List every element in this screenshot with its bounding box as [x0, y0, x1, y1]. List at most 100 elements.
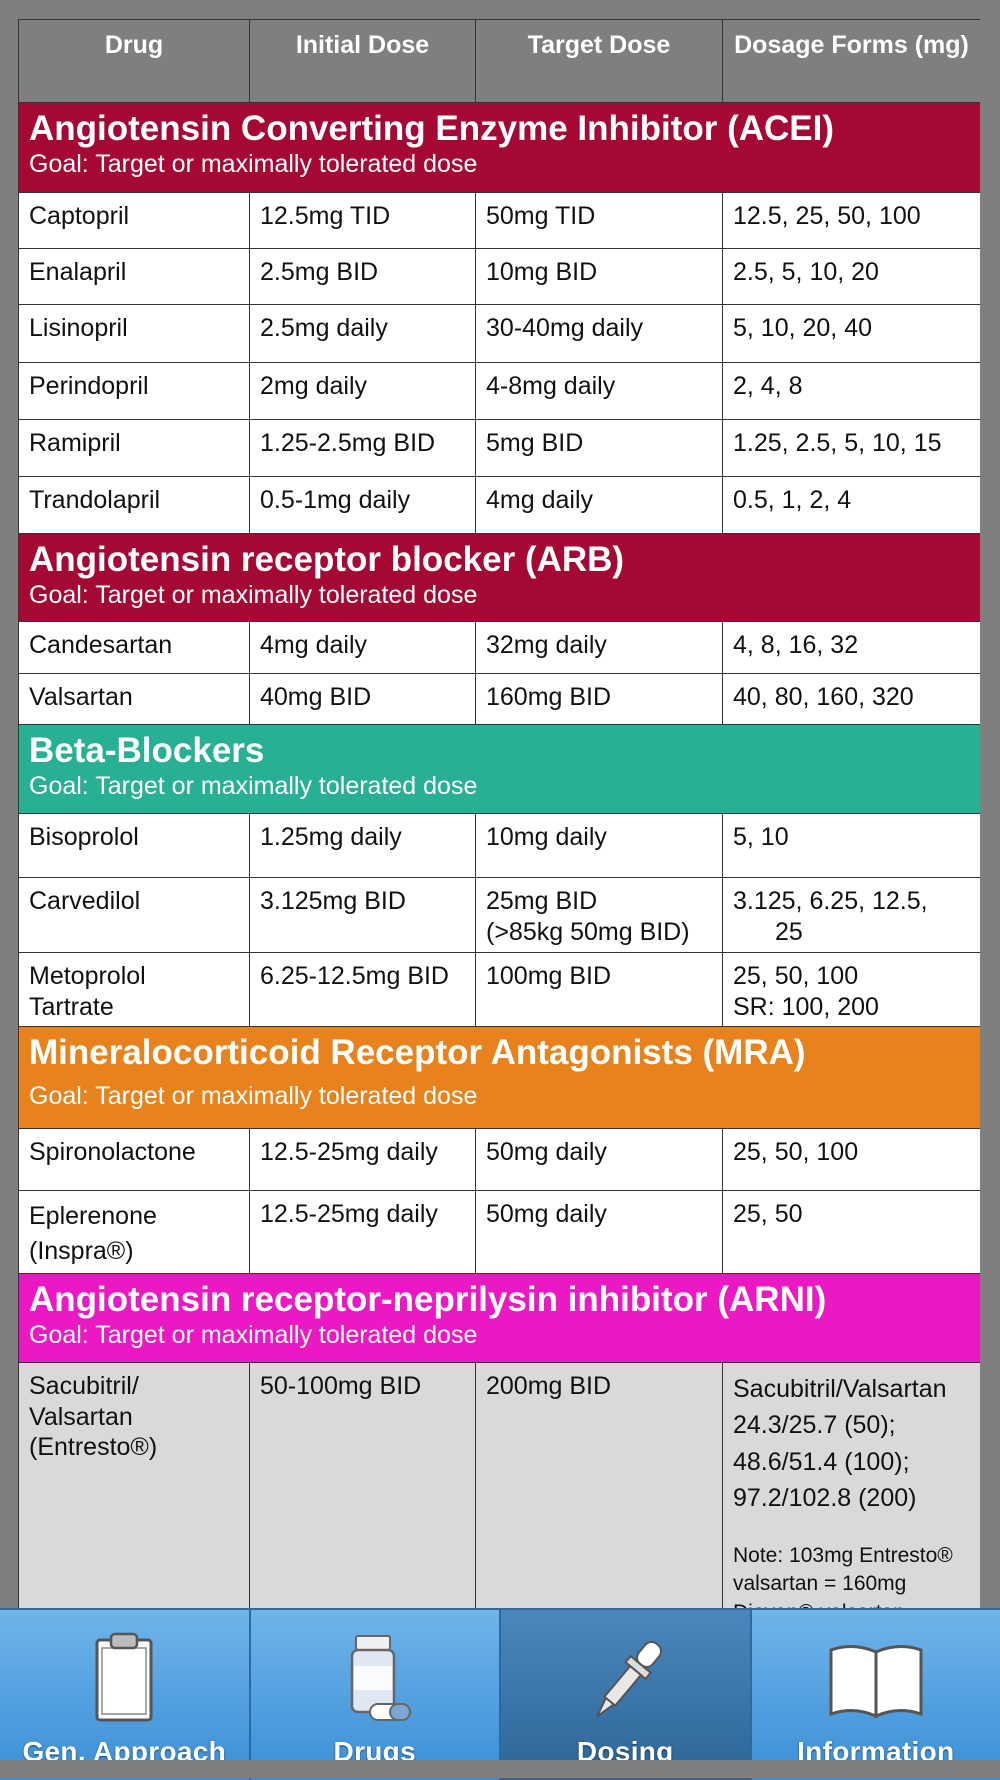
target-dose: 4-8mg daily — [476, 363, 723, 420]
initial-dose: 0.5-1mg daily — [250, 477, 476, 534]
section-goal: Goal: Target or maximally tolerated dose — [29, 1320, 970, 1351]
target-dose: 100mg BID — [476, 953, 723, 1027]
table-row: Carvedilol 3.125mg BID 25mg BID (>85kg 5… — [19, 878, 981, 953]
header-target-dose: Target Dose — [476, 20, 723, 103]
initial-dose: 2mg daily — [250, 363, 476, 420]
drug-name-line: Valsartan — [29, 1402, 239, 1433]
dropper-icon — [570, 1630, 680, 1730]
drug-name: Captopril — [19, 193, 250, 249]
initial-dose: 12.5-25mg daily — [250, 1191, 476, 1274]
target-dose: 10mg BID — [476, 249, 723, 305]
drug-name-line: Tartrate — [29, 992, 239, 1023]
initial-dose: 3.125mg BID — [250, 878, 476, 953]
drug-name: Bisoprolol — [19, 814, 250, 878]
entresto-note: Note: 103mg Entresto® valsartan = 160mg … — [733, 1542, 970, 1611]
initial-dose: 6.25-12.5mg BID — [250, 953, 476, 1027]
header-drug: Drug — [19, 20, 250, 103]
initial-dose: 12.5mg TID — [250, 193, 476, 249]
section-goal: Goal: Target or maximally tolerated dose — [29, 1081, 970, 1112]
bottom-edge — [0, 1760, 1000, 1778]
initial-dose: 1.25-2.5mg BID — [250, 420, 476, 477]
note-line: Note: 103mg Entresto® — [733, 1542, 970, 1570]
dosing-table: Drug Initial Dose Target Dose Dosage For… — [18, 19, 980, 1611]
table-row: Trandolapril 0.5-1mg daily 4mg daily 0.5… — [19, 477, 981, 534]
section-mra: Mineralocorticoid Receptor Antagonists (… — [19, 1027, 981, 1129]
section-title: Angiotensin receptor blocker (ARB) — [29, 540, 970, 580]
dosage-forms-line: 25, 50, 100 — [733, 961, 970, 992]
table-row: Ramipril 1.25-2.5mg BID 5mg BID 1.25, 2.… — [19, 420, 981, 477]
table-row: Valsartan 40mg BID 160mg BID 40, 80, 160… — [19, 674, 981, 725]
drug-name: Eplerenone (Inspra®) — [19, 1191, 250, 1274]
tab-information[interactable]: Information — [752, 1610, 1000, 1780]
target-dose-line: (>85kg 50mg BID) — [486, 917, 712, 948]
dosage-forms: 2.5, 5, 10, 20 — [723, 249, 981, 305]
dosage-forms-line: 25 — [733, 917, 970, 948]
section-goal: Goal: Target or maximally tolerated dose — [29, 149, 970, 180]
drug-name: Carvedilol — [19, 878, 250, 953]
dosage-forms-line: 97.2/102.8 (200) — [733, 1480, 970, 1516]
dosage-forms: 25, 50, 100 — [723, 1129, 981, 1191]
initial-dose: 40mg BID — [250, 674, 476, 725]
target-dose: 50mg daily — [476, 1129, 723, 1191]
target-dose: 25mg BID (>85kg 50mg BID) — [476, 878, 723, 953]
section-header-acei: Angiotensin Converting Enzyme Inhibitor … — [19, 103, 981, 193]
initial-dose: 2.5mg BID — [250, 249, 476, 305]
book-icon — [821, 1630, 931, 1730]
table-row: Perindopril 2mg daily 4-8mg daily 2, 4, … — [19, 363, 981, 420]
table-row: Captopril 12.5mg TID 50mg TID 12.5, 25, … — [19, 193, 981, 249]
table-row: Candesartan 4mg daily 32mg daily 4, 8, 1… — [19, 622, 981, 674]
table-header-row: Drug Initial Dose Target Dose Dosage For… — [19, 20, 981, 103]
section-goal: Goal: Target or maximally tolerated dose — [29, 771, 970, 802]
table-row: Lisinopril 2.5mg daily 30-40mg daily 5, … — [19, 305, 981, 363]
drug-name-line: Eplerenone — [29, 1199, 239, 1234]
table-row: Enalapril 2.5mg BID 10mg BID 2.5, 5, 10,… — [19, 249, 981, 305]
drug-name-line: (Inspra®) — [29, 1234, 239, 1269]
header-dosage-forms: Dosage Forms (mg) — [723, 20, 981, 103]
tab-drugs[interactable]: Drugs — [251, 1610, 502, 1780]
dosage-forms: 40, 80, 160, 320 — [723, 674, 981, 725]
table-row: Metoprolol Tartrate 6.25-12.5mg BID 100m… — [19, 953, 981, 1027]
table-row: Sacubitril/ Valsartan (Entresto®) 50-100… — [19, 1363, 981, 1612]
initial-dose: 4mg daily — [250, 622, 476, 674]
dosage-forms-line: 3.125, 6.25, 12.5, — [733, 886, 970, 917]
section-title: Mineralocorticoid Receptor Antagonists (… — [29, 1033, 970, 1073]
dosage-forms: 12.5, 25, 50, 100 — [723, 193, 981, 249]
dosage-forms: 25, 50, 100 SR: 100, 200 — [723, 953, 981, 1027]
initial-dose: 1.25mg daily — [250, 814, 476, 878]
drug-name-line: (Entresto®) — [29, 1432, 239, 1463]
target-dose: 30-40mg daily — [476, 305, 723, 363]
drug-name: Enalapril — [19, 249, 250, 305]
drug-name: Perindopril — [19, 363, 250, 420]
initial-dose: 2.5mg daily — [250, 305, 476, 363]
dosing-table-container[interactable]: Drug Initial Dose Target Dose Dosage For… — [18, 19, 980, 1611]
target-dose: 50mg daily — [476, 1191, 723, 1274]
target-dose: 200mg BID — [476, 1363, 723, 1612]
dosage-forms: 1.25, 2.5, 5, 10, 15 — [723, 420, 981, 477]
initial-dose: 12.5-25mg daily — [250, 1129, 476, 1191]
target-dose: 50mg TID — [476, 193, 723, 249]
dosage-forms: 5, 10 — [723, 814, 981, 878]
section-acei: Angiotensin Converting Enzyme Inhibitor … — [19, 103, 981, 193]
section-beta-blockers: Beta-Blockers Goal: Target or maximally … — [19, 725, 981, 814]
pill-bottle-icon — [320, 1630, 430, 1730]
header-initial-dose: Initial Dose — [250, 20, 476, 103]
dosage-forms: 3.125, 6.25, 12.5, 25 — [723, 878, 981, 953]
drug-name-line: Metoprolol — [29, 961, 239, 992]
section-header-arni: Angiotensin receptor-neprilysin inhibito… — [19, 1274, 981, 1363]
dosage-forms: 25, 50 — [723, 1191, 981, 1274]
section-header-arb: Angiotensin receptor blocker (ARB) Goal:… — [19, 534, 981, 622]
dosage-forms-line: Sacubitril/Valsartan — [733, 1371, 970, 1407]
section-header-beta-blockers: Beta-Blockers Goal: Target or maximally … — [19, 725, 981, 814]
tab-gen-approach[interactable]: Gen. Approach — [0, 1610, 251, 1780]
drug-name: Spironolactone — [19, 1129, 250, 1191]
table-row: Bisoprolol 1.25mg daily 10mg daily 5, 10 — [19, 814, 981, 878]
tab-dosing[interactable]: Dosing — [501, 1610, 752, 1780]
dosage-forms: 4, 8, 16, 32 — [723, 622, 981, 674]
dosage-forms: Sacubitril/Valsartan 24.3/25.7 (50); 48.… — [723, 1363, 981, 1612]
section-title: Angiotensin Converting Enzyme Inhibitor … — [29, 109, 970, 149]
drug-name: Metoprolol Tartrate — [19, 953, 250, 1027]
drug-name-line: Sacubitril/ — [29, 1371, 239, 1402]
bottom-tab-bar: Gen. Approach Drugs Dosing Informa — [0, 1608, 1000, 1780]
section-title: Angiotensin receptor-neprilysin inhibito… — [29, 1280, 970, 1320]
drug-name: Sacubitril/ Valsartan (Entresto®) — [19, 1363, 250, 1612]
